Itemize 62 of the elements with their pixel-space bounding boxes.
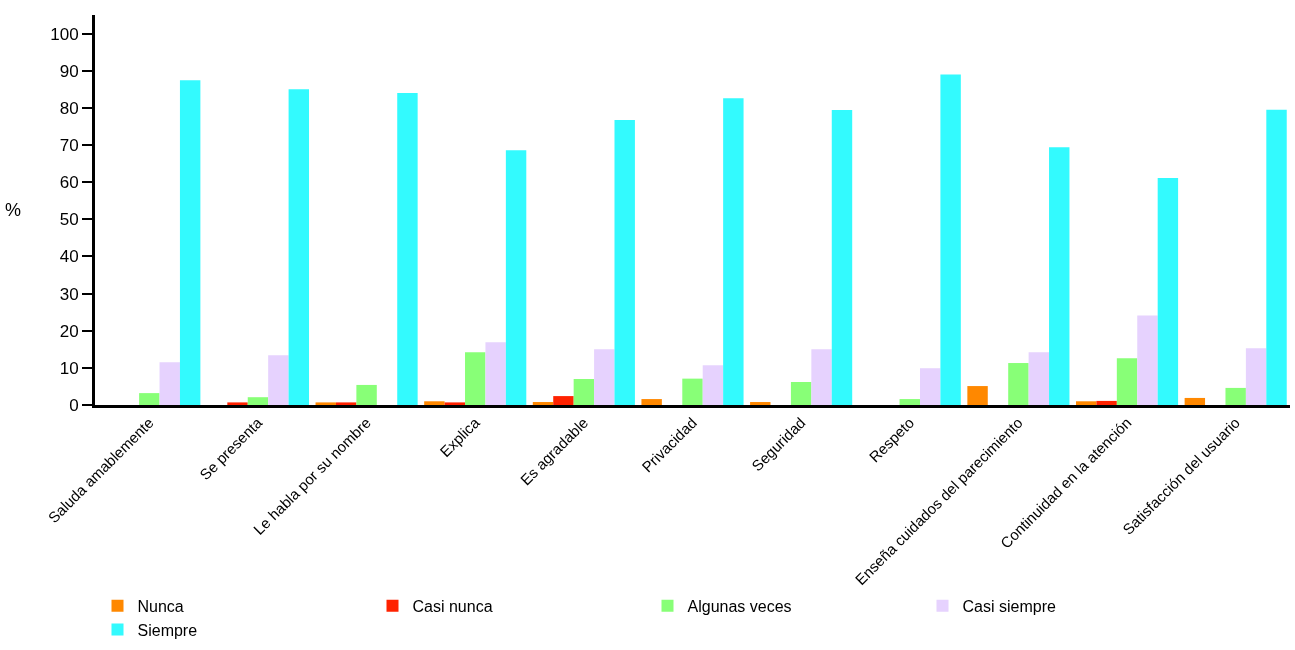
bar <box>247 397 269 405</box>
bar <box>465 352 486 405</box>
legend-label: Nunca <box>137 597 184 615</box>
bar <box>1075 401 1097 405</box>
bar <box>682 378 703 405</box>
bar <box>967 386 988 405</box>
bar <box>940 74 961 405</box>
bar <box>641 399 662 405</box>
y-tick-label: 0 <box>69 395 79 415</box>
y-tick-label: 20 <box>59 321 79 341</box>
bar <box>159 362 180 405</box>
y-tick-label: 70 <box>59 135 79 155</box>
legend-label: Algunas veces <box>687 597 792 615</box>
bar <box>139 393 160 405</box>
y-tick-label: 100 <box>50 24 79 44</box>
bar <box>335 402 357 405</box>
bar <box>811 349 832 405</box>
bar <box>723 98 744 405</box>
y-tick-label: 30 <box>59 284 79 304</box>
bar <box>1116 358 1138 405</box>
bar <box>614 120 635 405</box>
bar <box>1225 387 1246 405</box>
bar <box>268 355 289 405</box>
bar <box>594 349 615 405</box>
bar <box>397 93 418 405</box>
bar <box>1184 397 1206 405</box>
bar <box>750 402 771 405</box>
legend-label: Siempre <box>137 621 198 639</box>
bar <box>179 80 201 405</box>
y-tick-label: 50 <box>59 210 79 230</box>
y-tick-label: 10 <box>59 358 79 378</box>
bar <box>1245 348 1267 405</box>
bar <box>505 150 527 405</box>
bar <box>485 342 506 405</box>
legend-label: Casi nunca <box>412 597 493 615</box>
bar <box>1096 400 1117 405</box>
bar <box>573 379 595 405</box>
bar <box>288 89 310 405</box>
bar <box>444 402 466 405</box>
bar <box>1028 352 1050 405</box>
y-tick-label: 40 <box>59 247 79 267</box>
bar <box>1266 109 1287 405</box>
legend-label: Casi siempre <box>962 597 1056 615</box>
bar <box>1008 363 1029 405</box>
bar <box>702 365 724 405</box>
bar <box>831 110 853 405</box>
bar <box>532 402 554 405</box>
bar <box>790 381 812 405</box>
bar <box>315 402 336 405</box>
bar <box>227 402 248 405</box>
bar <box>919 368 941 405</box>
y-axis-title: % <box>5 200 22 220</box>
y-tick-label: 90 <box>59 61 79 81</box>
bar <box>899 399 920 405</box>
bar <box>1049 147 1070 405</box>
bar <box>356 384 377 405</box>
y-tick-label: 60 <box>59 173 79 193</box>
bar <box>553 396 574 405</box>
bar <box>1157 178 1179 405</box>
bar <box>424 401 445 405</box>
bar <box>1137 315 1158 405</box>
y-tick-label: 80 <box>59 98 79 118</box>
